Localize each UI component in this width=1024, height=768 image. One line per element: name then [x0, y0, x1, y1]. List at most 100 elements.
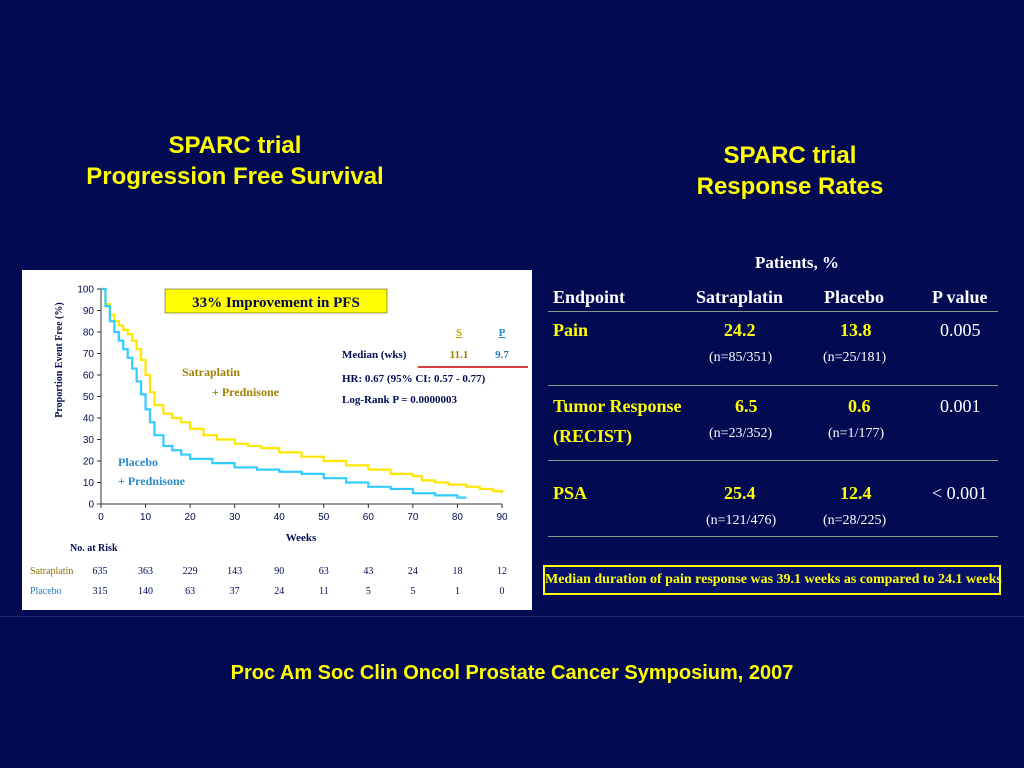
row-pain-plac-n: (n=25/181): [823, 350, 887, 365]
row-pain-endpoint: Pain: [553, 320, 589, 340]
y-tick-label: 40: [83, 414, 95, 425]
stats-median-s: 11.1: [450, 349, 469, 361]
stats-median-p: 9.7: [495, 349, 509, 361]
x-tick-label: 30: [229, 512, 241, 523]
header-satraplatin: Satraplatin: [696, 287, 784, 307]
header-endpoint: Endpoint: [553, 287, 626, 307]
x-tick-label: 60: [363, 512, 375, 523]
pfs-title-line2: Progression Free Survival: [86, 163, 384, 190]
y-tick-label: 80: [83, 328, 95, 339]
row-psa-p: < 0.001: [932, 483, 988, 503]
x-tick-label: 70: [407, 512, 419, 523]
risk-cell: 63: [319, 566, 329, 577]
legend-placebo-line1: Placebo: [118, 455, 158, 469]
y-tick-label: 0: [88, 500, 94, 511]
row-tumor-sat-n: (n=23/352): [709, 426, 773, 441]
row-psa-endpoint: PSA: [553, 483, 588, 503]
risk-cell: 5: [366, 586, 371, 597]
risk-cell: 315: [93, 586, 108, 597]
risk-cell: 11: [319, 586, 329, 597]
row-pain-p: 0.005: [940, 320, 981, 340]
risk-cell: 43: [363, 566, 373, 577]
y-tick-label: 50: [83, 392, 95, 403]
risk-cell: 12: [497, 566, 507, 577]
risk-cell: 63: [185, 586, 195, 597]
legend-placebo-line2: + Prednisone: [118, 474, 186, 488]
row-tumor-endpoint: Tumor Response: [553, 396, 682, 416]
row-pain-sat-n: (n=85/351): [709, 350, 773, 365]
y-tick-label: 100: [77, 285, 94, 296]
pfs-title-line1: SPARC trial: [168, 132, 302, 159]
row-pain-placebo: 13.8: [840, 320, 872, 340]
y-tick-label: 60: [83, 371, 95, 382]
risk-cell: 37: [230, 586, 240, 597]
chart-axes: 0 10 20 30 40 50 60 70 80 90 0 10 20 30 40 50 60 70 80 90 10…: [77, 285, 508, 524]
stats-col-p: P: [499, 327, 506, 339]
response-title-line2: Response Rates: [696, 173, 884, 200]
x-tick-label: 20: [185, 512, 197, 523]
pfs-title: SPARC trial Progression Free Survival: [30, 130, 440, 192]
risk-cell: 1: [455, 586, 460, 597]
legend-satraplatin-line2: + Prednisone: [212, 385, 280, 399]
placebo-survival-curve: [101, 287, 467, 499]
table-row-rule-1: [548, 385, 998, 386]
table-row-rule-2: [548, 460, 998, 461]
x-tick-label: 50: [318, 512, 330, 523]
y-tick-label: 70: [83, 349, 95, 360]
risk-cell: 24: [274, 586, 284, 597]
risk-cell: 18: [452, 566, 462, 577]
stats-hr: HR: 0.67 (95% CI: 0.57 - 0.77): [342, 373, 486, 385]
legend-satraplatin-line1: Satraplatin: [182, 365, 240, 379]
stats-median-label: Median (wks): [342, 349, 407, 361]
stats-col-s: S: [456, 327, 462, 339]
risk-row-label-placebo: Placebo: [30, 586, 62, 597]
risk-cell: 143: [227, 566, 242, 577]
row-pain-satraplatin: 24.2: [724, 320, 756, 340]
response-table: Patients, % Endpoint Satraplatin Placebo…: [543, 250, 1003, 600]
row-tumor-plac-n: (n=1/177): [828, 426, 885, 441]
y-tick-label: 20: [83, 457, 95, 468]
stats-block: S P Median (wks) 11.1 9.7 HR: 0.67 (95% …: [342, 327, 528, 406]
row-tumor-endpoint-sub: (RECIST): [553, 426, 633, 446]
response-title: SPARC trial Response Rates: [600, 140, 980, 202]
y-tick-label: 30: [83, 435, 95, 446]
risk-cell: 24: [408, 566, 418, 577]
header-p-value: P value: [932, 287, 988, 307]
pain-duration-note: Median duration of pain response was 39.…: [543, 565, 1002, 595]
pfs-chart: 0 10 20 30 40 50 60 70 80 90010203040506070809010…: [22, 270, 532, 610]
chart-series-layer: [101, 287, 504, 499]
risk-cell: 140: [138, 586, 153, 597]
chart-panel-background: [22, 270, 532, 610]
risk-table: Satraplatin 635 363 229 143 90 63 43 24 18 12Place…: [30, 566, 507, 597]
response-title-line1: SPARC trial: [723, 142, 857, 169]
row-tumor-placebo: 0.6: [848, 396, 871, 416]
row-tumor-p: 0.001: [940, 396, 981, 416]
risk-cell: 0: [500, 586, 505, 597]
table-header-rule: [548, 311, 998, 312]
x-axis-label: Weeks: [286, 532, 317, 544]
y-tick-label: 10: [83, 478, 95, 489]
improvement-text: 33% Improvement in PFS: [192, 295, 360, 311]
row-tumor-satraplatin: 6.5: [735, 396, 758, 416]
stats-logrank: Log-Rank P = 0.0000003: [342, 394, 458, 406]
x-tick-label: 90: [496, 512, 508, 523]
y-axis-label: Proportion Event Free (%): [54, 302, 65, 417]
x-tick-label: 0: [98, 512, 104, 523]
risk-cell: 229: [183, 566, 198, 577]
y-tick-label: 90: [83, 306, 95, 317]
row-psa-plac-n: (n=28/225): [823, 513, 887, 528]
risk-cell: 363: [138, 566, 153, 577]
risk-cell: 635: [93, 566, 108, 577]
row-psa-satraplatin: 25.4: [724, 483, 756, 503]
row-psa-sat-n: (n=121/476): [706, 513, 777, 528]
risk-row-label-satraplatin: Satraplatin: [30, 566, 73, 577]
x-tick-label: 10: [140, 512, 152, 523]
x-tick-label: 80: [452, 512, 464, 523]
x-tick-label: 40: [274, 512, 286, 523]
risk-cell: 90: [274, 566, 284, 577]
improvement-box: [164, 288, 388, 314]
satraplatin-survival-curve: [101, 287, 504, 494]
table-bottom-rule: [548, 536, 998, 537]
row-psa-placebo: 12.4: [840, 483, 872, 503]
panel-divider: [0, 616, 1024, 617]
